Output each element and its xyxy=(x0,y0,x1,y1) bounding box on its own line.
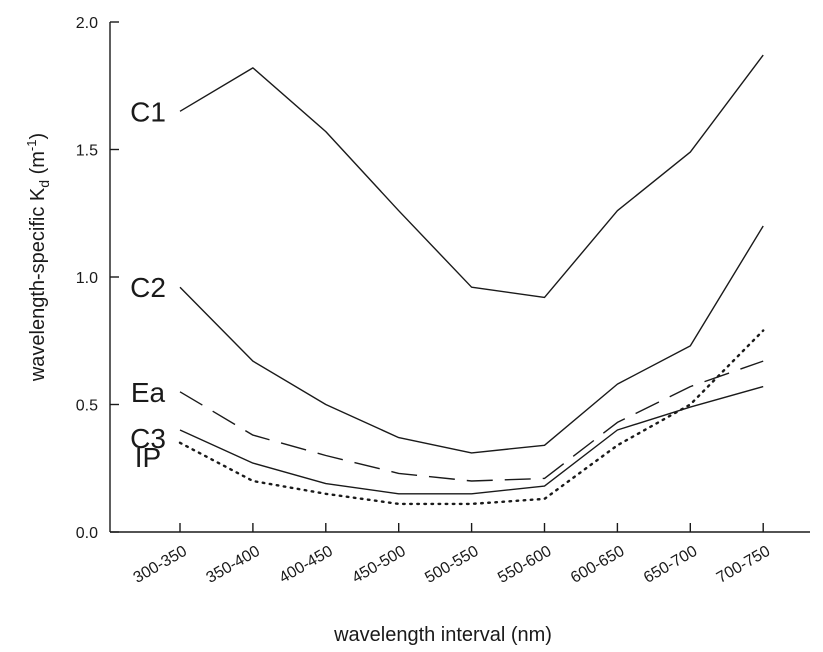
y-tick-label: 1.0 xyxy=(76,270,98,287)
y-axis-title-unit-superscript: -1 xyxy=(24,139,39,151)
x-axis-title: wavelength interval (nm) xyxy=(333,624,552,646)
series-label-c3: C3 xyxy=(130,423,166,454)
y-axis-title: wavelength-specific Kd (m-1) xyxy=(24,133,52,382)
series-label-ea: Ea xyxy=(131,377,166,408)
series-lines xyxy=(178,54,765,506)
y-axis-title-subscript: d xyxy=(36,180,52,188)
series-label-c2: C2 xyxy=(130,272,166,303)
x-tick-label: 300-350 xyxy=(131,543,190,587)
series-line-c1 xyxy=(179,54,764,299)
series-line-c2 xyxy=(179,225,764,454)
y-tick-label: 0.5 xyxy=(76,398,98,415)
x-tick-label: 450-500 xyxy=(349,543,408,587)
x-tick-label: 700-750 xyxy=(714,543,773,587)
series-line-ea xyxy=(179,360,764,482)
y-tick-label: 0.0 xyxy=(76,525,98,542)
x-tick-label: 650-700 xyxy=(641,543,700,587)
y-axis-title-main: wavelength-specific K xyxy=(27,187,49,382)
series-label-ip: IP xyxy=(135,442,161,473)
axes xyxy=(109,22,810,533)
y-tick-label: 2.0 xyxy=(76,15,98,32)
series-line-ip xyxy=(178,329,765,506)
x-tick-label: 600-650 xyxy=(568,543,627,587)
series-label-c1: C1 xyxy=(130,96,166,127)
y-axis-title-unit-close: ) xyxy=(27,133,49,140)
x-tick-label: 400-450 xyxy=(276,543,335,587)
x-tick-label: 550-600 xyxy=(495,543,554,587)
series-line-c3 xyxy=(179,385,764,495)
y-axis-title-unit: (m xyxy=(27,151,49,180)
y-tick-label: 1.5 xyxy=(76,143,98,160)
y-axis-ticks: 0.0 0.5 1.0 1.5 2.0 xyxy=(76,15,119,542)
x-tick-label: 350-400 xyxy=(204,543,263,587)
x-tick-label: 500-550 xyxy=(422,543,481,587)
